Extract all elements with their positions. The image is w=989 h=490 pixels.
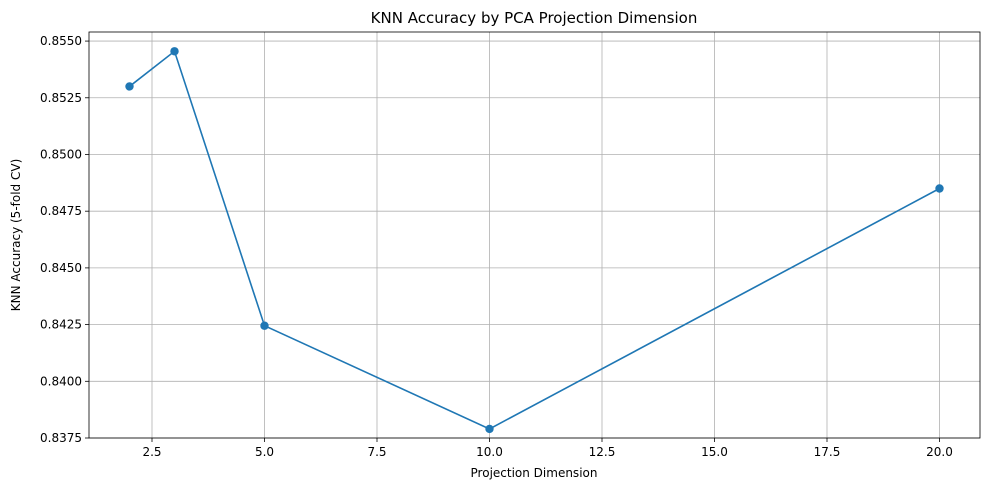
y-tick-label: 0.8525 <box>40 91 82 105</box>
x-tick-label: 12.5 <box>589 445 616 459</box>
x-tick-label: 7.5 <box>367 445 386 459</box>
x-tick-label: 10.0 <box>476 445 503 459</box>
data-point <box>935 184 944 193</box>
x-tick-label: 17.5 <box>814 445 841 459</box>
x-tick-label: 2.5 <box>142 445 161 459</box>
x-tick-label: 15.0 <box>701 445 728 459</box>
y-tick-label: 0.8450 <box>40 261 82 275</box>
y-tick-label: 0.8550 <box>40 34 82 48</box>
x-tick-label: 5.0 <box>255 445 274 459</box>
x-axis-label: Projection Dimension <box>471 466 598 480</box>
data-point <box>125 82 134 91</box>
plot-frame <box>88 31 981 439</box>
series-line-layer <box>129 49 940 430</box>
y-tick-label: 0.8475 <box>40 204 82 218</box>
y-tick-label: 0.8425 <box>40 318 82 332</box>
chart-title: KNN Accuracy by PCA Projection Dimension <box>371 9 698 27</box>
y-tick-label: 0.8500 <box>40 147 82 161</box>
grid <box>89 32 980 439</box>
data-point <box>170 47 179 56</box>
x-tick-label: 20.0 <box>926 445 953 459</box>
series-marker-layer <box>125 47 944 434</box>
y-axis-label: KNN Accuracy (5-fold CV) <box>9 159 23 311</box>
data-point <box>260 321 269 330</box>
y-tick-label: 0.8375 <box>40 431 82 445</box>
data-point <box>485 424 494 434</box>
series-line <box>129 49 940 430</box>
axes: 2.5 5.0 7.5 10.0 12.5 15.0 17.5 20.0 0.8375 0.840… <box>40 31 981 459</box>
y-tick-label: 0.8400 <box>40 374 82 388</box>
